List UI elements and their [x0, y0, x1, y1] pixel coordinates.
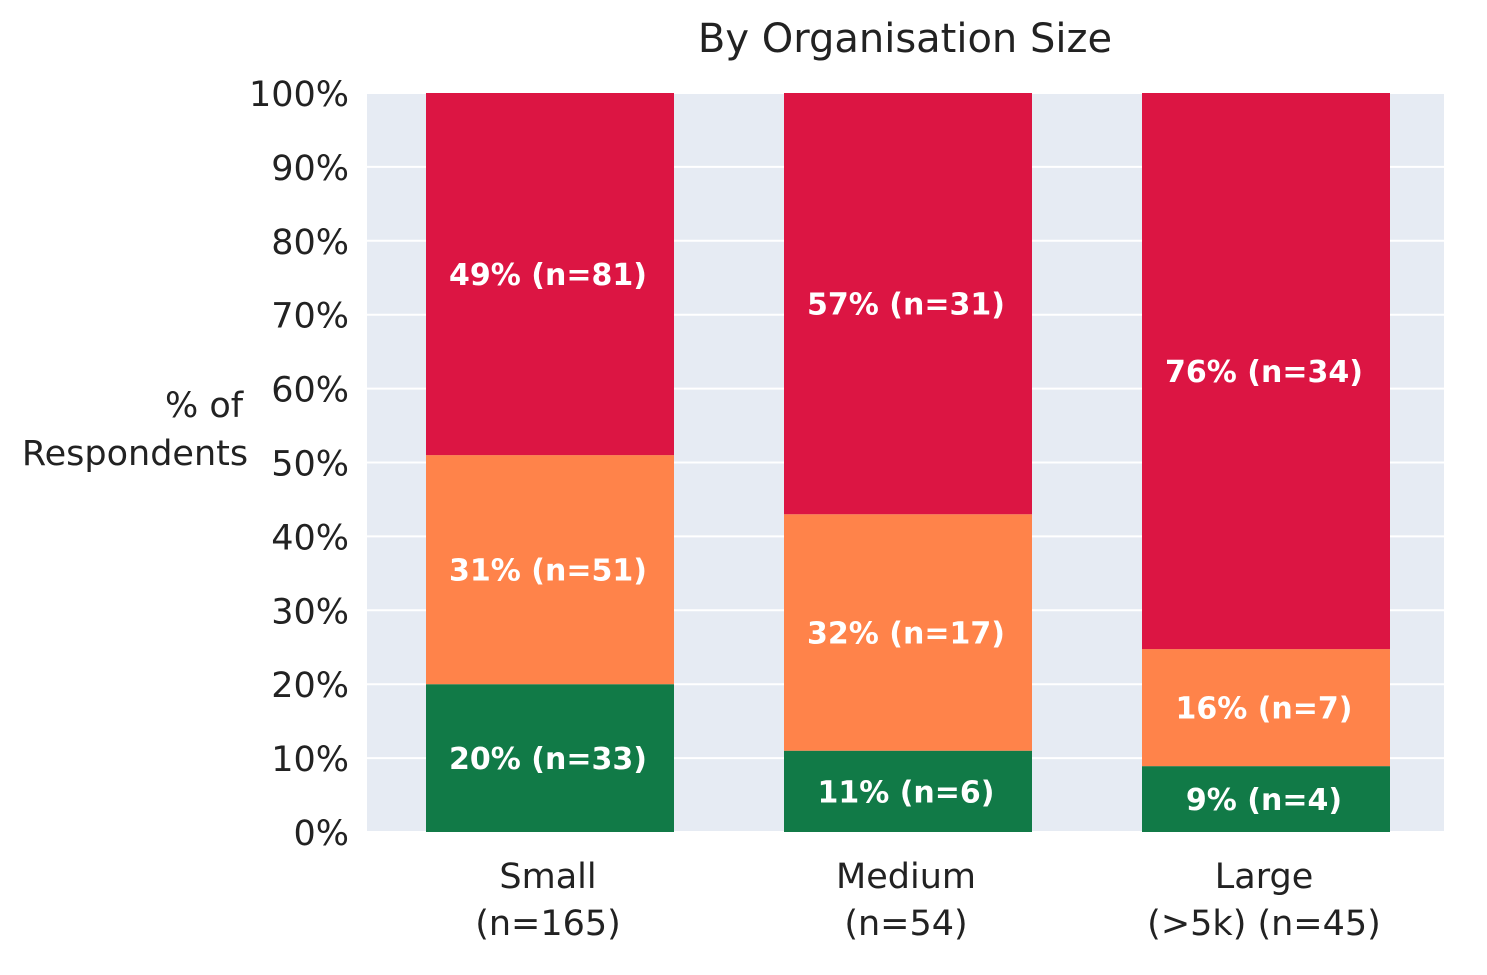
- y-tick-label: 80%: [271, 223, 349, 263]
- x-category-label: Medium (n=54): [836, 857, 976, 944]
- y-tick-label: 40%: [271, 518, 349, 558]
- bar-segment: [426, 455, 674, 685]
- x-axis-categories: Small (n=165) Medium (n=54) Large (>5k) (n=45…: [475, 857, 1381, 944]
- x-category-label: Large (>5k) (n=45): [1147, 857, 1381, 944]
- y-axis-label: % of Respondents: [22, 386, 248, 474]
- x-category-label: Small (n=165): [475, 857, 621, 944]
- bars: [426, 93, 1390, 832]
- data-label: 57% (n=31): [807, 288, 1005, 323]
- bar-segment: [784, 514, 1032, 751]
- bar-segment: [784, 750, 1032, 832]
- y-tick-label: 60%: [271, 371, 349, 411]
- y-tick-label: 100%: [249, 75, 349, 115]
- data-label: 11% (n=6): [817, 775, 994, 810]
- data-label: 20% (n=33): [449, 742, 647, 777]
- y-tick-label: 50%: [271, 445, 349, 485]
- bar-segment: [426, 684, 674, 832]
- bar-segment: [1142, 649, 1390, 767]
- data-labels: 20% (n=33) 31% (n=51) 49% (n=81) 11% (n=6) 3…: [449, 258, 1363, 818]
- y-axis-ticks: 0% 10% 20% 30% 40% 50% 60% 70% 80% 90% 100%: [249, 75, 349, 854]
- chart-title: By Organisation Size: [698, 16, 1112, 62]
- bar-segment: [1142, 766, 1390, 832]
- bar-segment: [1142, 93, 1390, 650]
- y-tick-label: 0%: [293, 814, 349, 854]
- data-label: 9% (n=4): [1186, 783, 1342, 818]
- y-tick-label: 30%: [271, 592, 349, 632]
- y-tick-label: 70%: [271, 297, 349, 337]
- data-label: 31% (n=51): [449, 554, 647, 589]
- y-tick-label: 90%: [271, 149, 349, 189]
- data-label: 16% (n=7): [1175, 692, 1352, 727]
- y-tick-label: 20%: [271, 666, 349, 706]
- data-label: 49% (n=81): [449, 258, 647, 293]
- bar-segment: [426, 93, 674, 456]
- bar-segment: [784, 93, 1032, 515]
- y-tick-label: 10%: [271, 740, 349, 780]
- data-label: 32% (n=17): [807, 616, 1005, 651]
- data-label: 76% (n=34): [1165, 355, 1363, 390]
